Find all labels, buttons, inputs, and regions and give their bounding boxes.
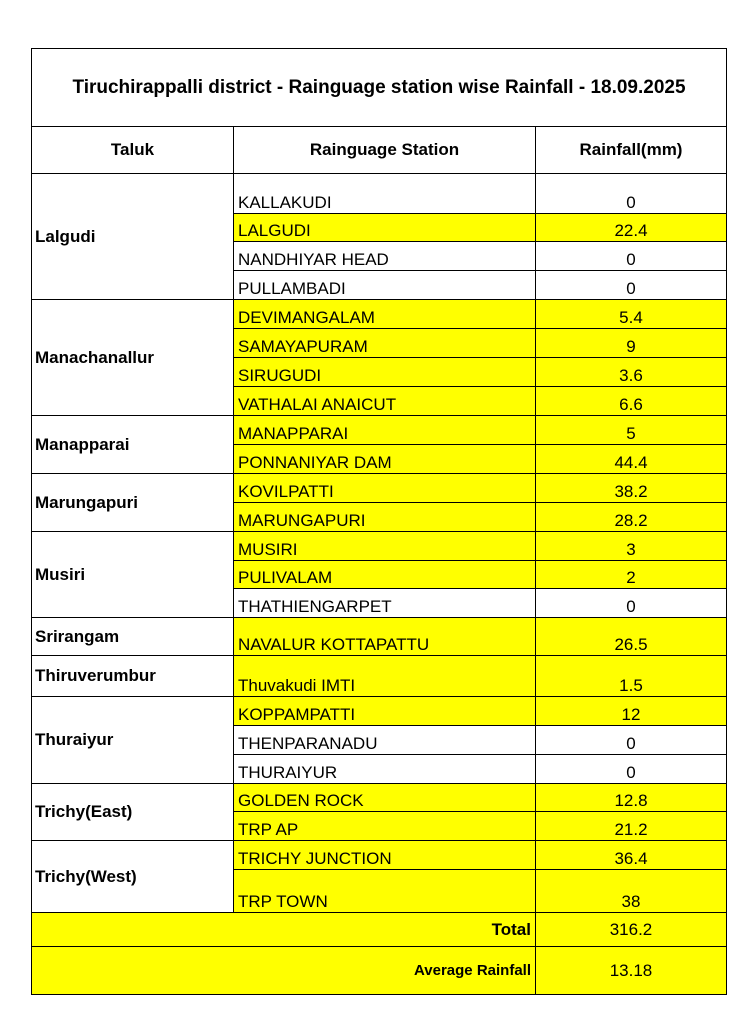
table-row: Lalgudi KALLAKUDI 0 [31,173,727,300]
table-row: TRP TOWN 38 [32,869,727,913]
taluk-cell: Marungapuri [31,473,234,532]
station-cell: LALGUDI [233,213,536,242]
station-cell: PULIVALAM [233,560,536,589]
rainfall-cell: 5 [535,415,727,445]
rainfall-cell: 0 [535,588,727,618]
table-row: THENPARANADU 0 [32,725,727,755]
rainfall-cell: 26.5 [535,617,727,656]
rainfall-cell: 0 [535,173,727,214]
taluk-cell: Srirangam [31,617,234,656]
station-cell: VATHALAI ANAICUT [233,386,536,416]
table-row: Thiruverumbur Thuvakudi IMTI 1.5 [31,655,727,697]
table-row: Musiri MUSIRI 3 [31,531,727,618]
taluk-cell: Lalgudi [31,173,234,300]
table-row: LALGUDI 22.4 [32,213,727,242]
taluk-cell: Thiruverumbur [31,655,234,697]
table-row: SAMAYAPURAM 9 [32,328,727,358]
rainfall-cell: 44.4 [535,444,727,474]
table-row: PONNANIYAR DAM 44.4 [32,444,727,474]
taluk-cell: Manachanallur [31,299,234,416]
station-cell: SAMAYAPURAM [233,328,536,358]
table-row: NANDHIYAR HEAD 0 [32,241,727,271]
rainfall-cell: 5.4 [535,299,727,329]
rainfall-table: Tiruchirappalli district - Rainguage sta… [31,48,727,995]
rainfall-cell: 9 [535,328,727,358]
rainfall-cell: 0 [535,754,727,784]
station-cell: TRP AP [233,811,536,841]
station-cell: MARUNGAPURI [233,502,536,532]
table-row: Thuraiyur KOPPAMPATTI 12 [31,696,727,784]
rainfall-cell: 12.8 [535,783,727,812]
rainfall-cell: 2 [535,560,727,589]
rainfall-cell: 0 [535,270,727,300]
station-cell: TRP TOWN [233,869,536,913]
rainfall-cell: 12 [535,696,727,726]
total-label: Total [31,912,536,947]
table-row: Srirangam NAVALUR KOTTAPATTU 26.5 [31,617,727,656]
average-value: 13.18 [535,946,727,995]
page-title: Tiruchirappalli district - Rainguage sta… [31,48,727,127]
total-value: 316.2 [535,912,727,947]
rainfall-cell: 28.2 [535,502,727,532]
station-cell: TRICHY JUNCTION [233,840,536,870]
table-row: Trichy(East) GOLDEN ROCK 12.8 [31,783,727,841]
average-label: Average Rainfall [31,946,536,995]
rainfall-cell: 36.4 [535,840,727,870]
station-cell: THATHIENGARPET [233,588,536,618]
rainfall-cell: 38.2 [535,473,727,503]
rainfall-cell: 0 [535,241,727,271]
station-cell: PONNANIYAR DAM [233,444,536,474]
table-row: Trichy(West) TRICHY JUNCTION 36.4 [31,840,727,913]
station-cell: DEVIMANGALAM [233,299,536,329]
taluk-cell: Thuraiyur [31,696,234,784]
station-cell: NAVALUR KOTTAPATTU [233,617,536,656]
station-cell: THURAIYUR [233,754,536,784]
rainfall-cell: 1.5 [535,655,727,697]
rainfall-cell: 3.6 [535,357,727,387]
station-cell: KOPPAMPATTI [233,696,536,726]
table-row: THURAIYUR 0 [32,754,727,784]
table-row: VATHALAI ANAICUT 6.6 [32,386,727,416]
table-row: THATHIENGARPET 0 [32,588,727,618]
rainfall-cell: 38 [535,869,727,913]
header-station: Rainguage Station [233,126,536,174]
station-cell: SIRUGUDI [233,357,536,387]
station-cell: KOVILPATTI [233,473,536,503]
table-row: Manachanallur DEVIMANGALAM 5.4 [31,299,727,416]
rainfall-cell: 6.6 [535,386,727,416]
taluk-cell: Trichy(West) [31,840,234,913]
table-row: PULLAMBADI 0 [32,270,727,300]
rainfall-cell: 0 [535,725,727,755]
station-cell: THENPARANADU [233,725,536,755]
taluk-cell: Musiri [31,531,234,618]
station-cell: Thuvakudi IMTI [233,655,536,697]
table-row: Marungapuri KOVILPATTI 38.2 [31,473,727,532]
table-row: Manapparai MANAPPARAI 5 [31,415,727,474]
station-cell: MANAPPARAI [233,415,536,445]
average-row: Average Rainfall 13.18 [31,946,727,995]
taluk-cell: Manapparai [31,415,234,474]
table-row: MARUNGAPURI 28.2 [32,502,727,532]
table-row: TRP AP 21.2 [32,811,727,841]
table-row: SIRUGUDI 3.6 [32,357,727,387]
station-cell: GOLDEN ROCK [233,783,536,812]
header-taluk: Taluk [31,126,234,174]
station-cell: KALLAKUDI [233,173,536,214]
header-rainfall: Rainfall(mm) [535,126,727,174]
station-cell: NANDHIYAR HEAD [233,241,536,271]
total-row: Total 316.2 [31,912,727,947]
station-cell: MUSIRI [233,531,536,561]
rainfall-cell: 22.4 [535,213,727,242]
station-cell: PULLAMBADI [233,270,536,300]
rainfall-cell: 3 [535,531,727,561]
taluk-cell: Trichy(East) [31,783,234,841]
rainfall-cell: 21.2 [535,811,727,841]
